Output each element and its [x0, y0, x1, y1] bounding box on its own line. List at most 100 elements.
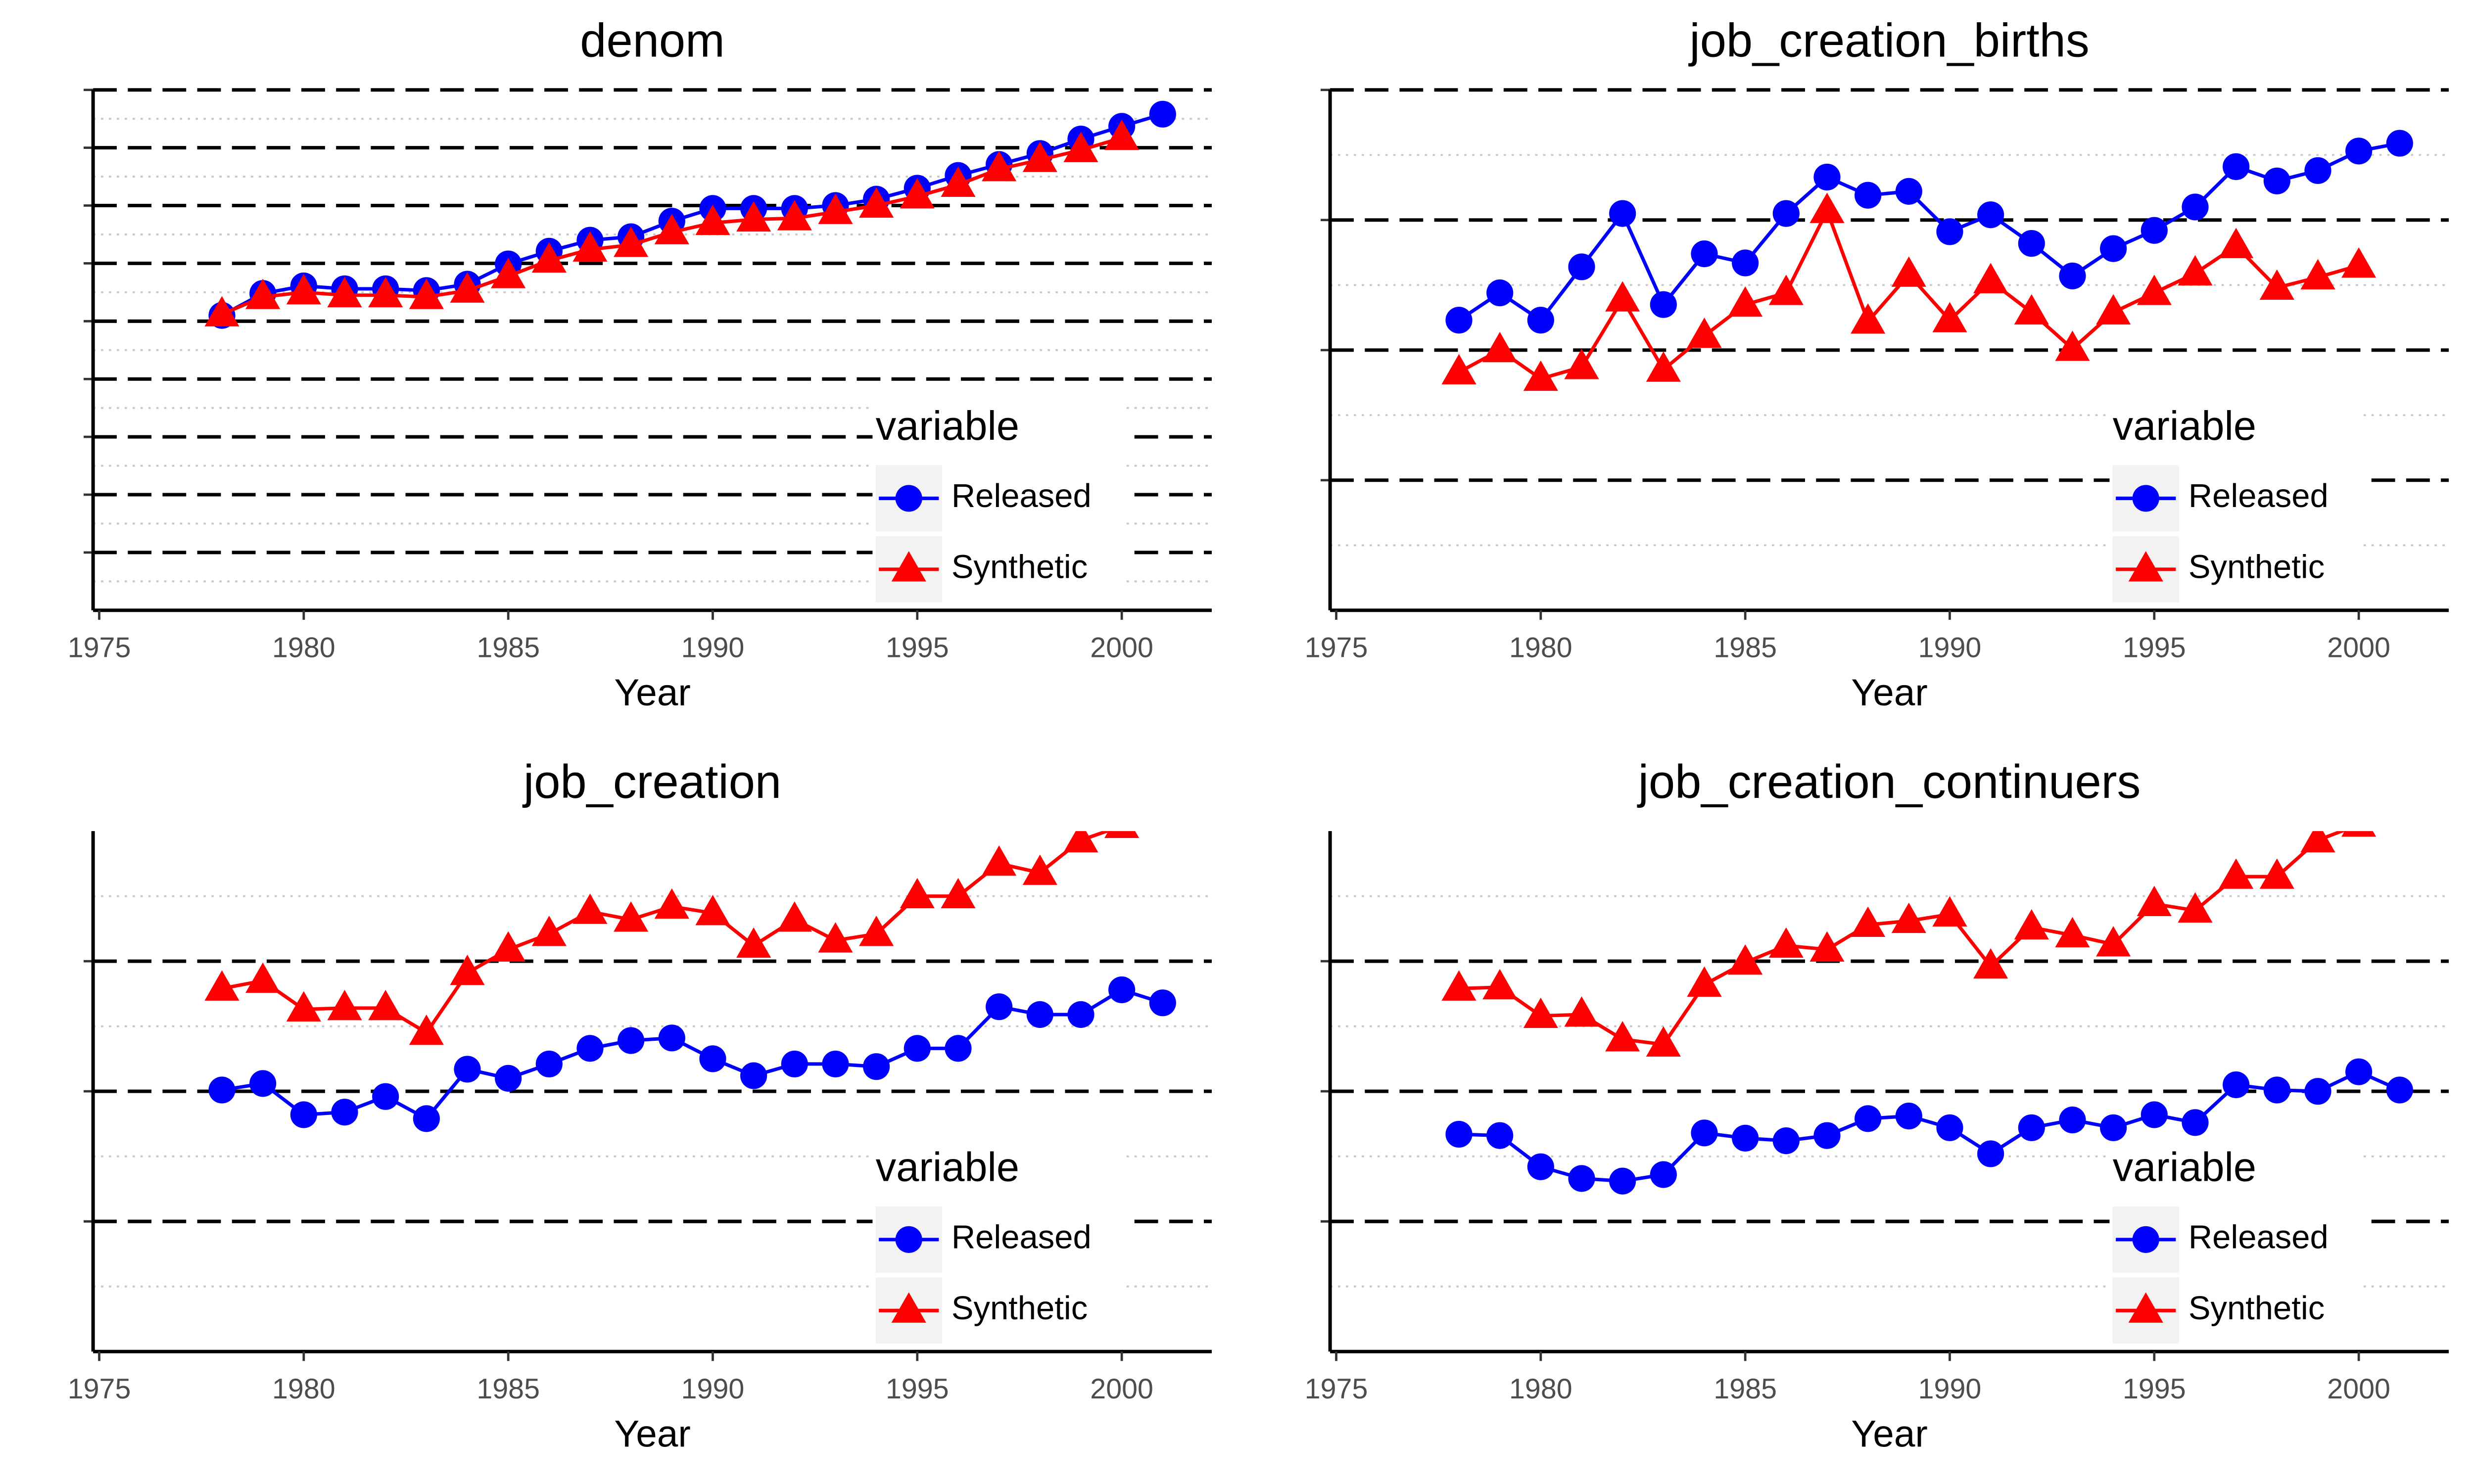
legend-label: Released — [952, 477, 1092, 514]
marker-triangle — [1564, 996, 1599, 1027]
marker-circle — [1568, 253, 1595, 280]
marker-triangle — [1891, 256, 1926, 287]
marker-triangle — [900, 878, 935, 909]
panel: job_creation_births 1975 1980 1985 1990 1995 2… — [1305, 14, 2449, 714]
marker-circle — [2141, 1101, 2168, 1128]
marker-circle — [454, 1056, 481, 1083]
marker-circle — [699, 1045, 726, 1072]
x-tick-label: 1975 — [68, 1373, 131, 1405]
marker-triangle — [286, 991, 321, 1022]
marker-circle — [863, 1053, 890, 1080]
x-tick-label: 1975 — [1305, 1373, 1368, 1405]
marker-triangle — [368, 990, 403, 1020]
marker-circle — [1813, 1122, 1841, 1149]
x-tick-label: 2000 — [2327, 1373, 2390, 1405]
legend: variable Released Synthetic — [2109, 403, 2362, 603]
marker-circle — [1732, 249, 1759, 277]
marker-triangle — [1441, 970, 1476, 1001]
legend-title: variable — [876, 403, 1019, 449]
marker-triangle — [286, 274, 321, 305]
marker-triangle — [1646, 1026, 1681, 1057]
marker-circle — [2345, 138, 2373, 165]
marker-triangle — [982, 845, 1017, 876]
marker-triangle — [736, 201, 771, 232]
legend-title: variable — [2113, 403, 2256, 449]
legend: variable Released Synthetic — [872, 403, 1125, 603]
x-tick-label: 2000 — [2327, 632, 2390, 664]
marker-triangle — [654, 888, 689, 919]
legend-label: Released — [2189, 477, 2329, 514]
marker-circle — [1650, 1161, 1677, 1188]
marker-triangle — [1104, 119, 1140, 150]
marker-circle — [1936, 1114, 1963, 1141]
marker-triangle — [1063, 831, 1098, 853]
x-tick-label: 1980 — [272, 1373, 335, 1405]
marker-circle — [1936, 218, 1963, 245]
marker-circle — [2386, 1076, 2413, 1104]
marker-circle — [1895, 178, 1922, 205]
marker-triangle — [695, 204, 730, 235]
marker-triangle — [777, 200, 812, 231]
x-tick-label: 1990 — [681, 1373, 745, 1405]
marker-triangle — [450, 272, 485, 303]
marker-circle — [1067, 1001, 1094, 1028]
marker-circle — [2018, 1114, 2045, 1141]
legend-label: Synthetic — [952, 1290, 1088, 1327]
panel-title: job_creation_births — [1688, 14, 2089, 67]
marker-triangle — [572, 231, 608, 262]
marker-circle — [1108, 976, 1136, 1004]
marker-triangle — [891, 551, 926, 582]
marker-circle — [1855, 182, 1882, 209]
marker-circle — [1149, 989, 1176, 1017]
x-tick-label: 2000 — [1090, 632, 1153, 664]
marker-triangle — [1482, 969, 1518, 1000]
marker-triangle — [2137, 275, 2172, 305]
marker-triangle — [2178, 892, 2213, 923]
marker-triangle — [204, 296, 239, 326]
marker-circle — [2263, 167, 2290, 194]
marker-circle — [331, 1099, 358, 1126]
marker-triangle — [327, 277, 362, 308]
marker-circle — [1691, 1119, 1718, 1147]
marker-triangle — [1932, 896, 1967, 927]
marker-triangle — [818, 922, 853, 953]
marker-triangle — [777, 901, 812, 932]
marker-circle — [1772, 200, 1800, 227]
marker-triangle — [859, 187, 894, 218]
marker-circle — [658, 1024, 685, 1052]
marker-triangle — [614, 901, 649, 932]
marker-circle — [1445, 1120, 1473, 1148]
marker-triangle — [2137, 885, 2172, 916]
marker-triangle — [2341, 247, 2377, 278]
marker-circle — [2386, 130, 2413, 157]
x-axis-label: Year — [614, 1413, 691, 1455]
series-line — [1458, 141, 2400, 323]
marker-triangle — [1687, 318, 1722, 348]
panel: job_creation_continuers 1975 1980 1985 1990 1… — [1305, 755, 2449, 1455]
marker-circle — [290, 1101, 317, 1128]
x-tick-label: 1980 — [272, 632, 335, 664]
marker-triangle — [1728, 286, 1763, 317]
marker-triangle — [2300, 831, 2335, 853]
marker-circle — [781, 1050, 808, 1078]
marker-circle — [2304, 157, 2331, 184]
marker-circle — [2059, 1106, 2086, 1134]
marker-circle — [2182, 1109, 2209, 1136]
marker-circle — [1568, 1165, 1595, 1192]
x-tick-label: 1990 — [1918, 632, 1982, 664]
marker-triangle — [891, 1292, 926, 1323]
series-line — [1458, 206, 2360, 381]
marker-triangle — [1891, 902, 1926, 933]
legend-title: variable — [876, 1144, 1019, 1190]
x-axis-label: Year — [1851, 1413, 1928, 1455]
marker-triangle — [2219, 228, 2254, 258]
plot-area — [1441, 831, 2413, 1195]
marker-circle — [895, 1226, 922, 1253]
legend: variable Released Synthetic — [872, 1144, 1125, 1344]
panel: job_creation 1975 1980 1985 1990 1995 2000 Year… — [68, 755, 1212, 1455]
marker-circle — [2100, 1114, 2127, 1141]
x-tick-label: 1995 — [886, 1373, 949, 1405]
marker-circle — [2141, 217, 2168, 244]
